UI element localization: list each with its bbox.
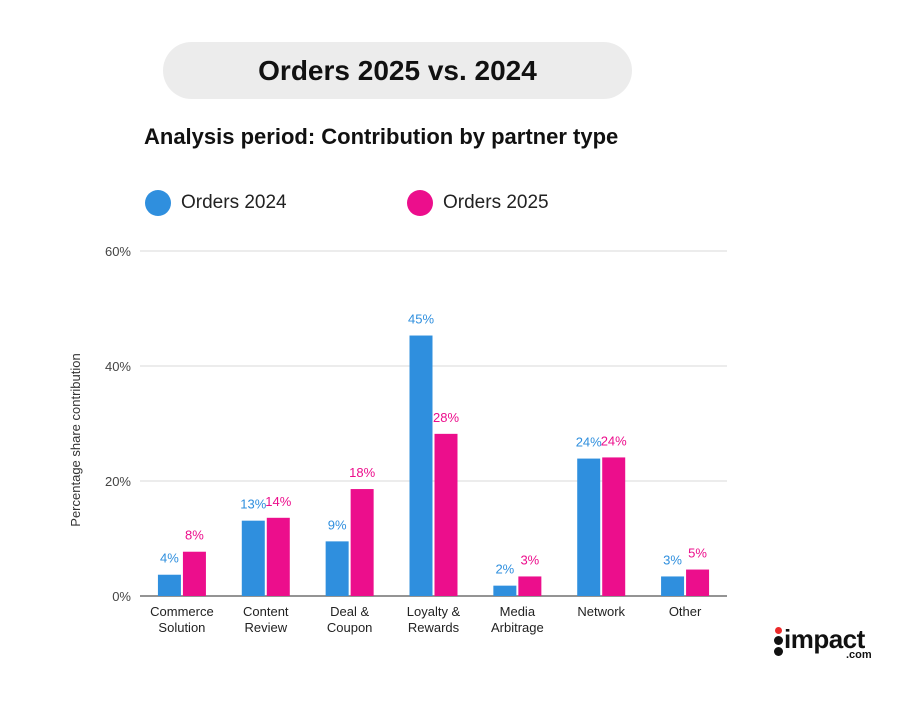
y-tick-label: 20%	[105, 474, 131, 489]
y-tick-label: 40%	[105, 359, 131, 374]
bar-orders-2024	[325, 541, 349, 596]
data-label-orders-2024: 24%	[576, 435, 602, 450]
y-tick-label: 0%	[112, 589, 131, 604]
data-label-orders-2025: 28%	[433, 410, 459, 425]
bar-orders-2025	[350, 489, 374, 596]
legend-item-orders-2025: Orders 2025	[407, 190, 549, 216]
legend-label-orders-2025: Orders 2025	[443, 192, 549, 213]
chart-subtitle: Analysis period: Contribution by partner…	[144, 124, 619, 149]
bar-orders-2024	[241, 520, 265, 596]
x-tick-label: Content	[243, 604, 289, 619]
bar-orders-2024	[493, 585, 517, 596]
data-label-orders-2025: 24%	[601, 433, 627, 448]
legend-swatch-orders-2024	[145, 190, 171, 216]
bar-orders-2025	[182, 551, 206, 596]
data-label-orders-2024: 2%	[495, 562, 514, 577]
data-label-orders-2025: 8%	[185, 528, 204, 543]
x-tick-label: Media	[500, 604, 536, 619]
x-tick-label: Solution	[158, 620, 205, 635]
y-tick-label: 60%	[105, 244, 131, 259]
x-tick-label: Loyalty &	[407, 604, 461, 619]
data-label-orders-2024: 13%	[240, 497, 266, 512]
bar-orders-2024	[409, 335, 433, 596]
x-tick-label: Review	[244, 620, 287, 635]
chart-title: Orders 2025 vs. 2024	[258, 54, 537, 86]
data-label-orders-2025: 14%	[265, 494, 291, 509]
legend-label-orders-2024: Orders 2024	[181, 192, 287, 213]
logo-word: impact	[784, 624, 865, 654]
x-tick-label: Arbitrage	[491, 620, 544, 635]
x-tick-label: Coupon	[327, 620, 373, 635]
chart-title-pill: Orders 2025 vs. 2024	[163, 42, 632, 99]
data-label-orders-2024: 4%	[160, 551, 179, 566]
y-axis-label: Percentage share contribution	[68, 353, 83, 526]
x-tick-label: Network	[577, 604, 625, 619]
x-tick-label: Deal &	[330, 604, 369, 619]
logo-dot-black-icon	[774, 647, 783, 656]
data-label-orders-2024: 45%	[408, 312, 434, 327]
bar-orders-2025	[518, 576, 542, 596]
x-tick-label: Commerce	[150, 604, 214, 619]
data-label-orders-2024: 3%	[663, 552, 682, 567]
bar-orders-2025	[602, 457, 626, 596]
logo-suffix: .com	[846, 649, 872, 661]
legend-item-orders-2024: Orders 2024	[145, 190, 287, 216]
legend-swatch-orders-2025	[407, 190, 433, 216]
x-tick-label: Rewards	[408, 620, 460, 635]
logo-dot-black-icon	[774, 636, 783, 645]
bar-orders-2024	[661, 576, 685, 596]
data-label-orders-2025: 3%	[520, 552, 539, 567]
data-label-orders-2025: 5%	[688, 546, 707, 561]
bar-orders-2025	[686, 569, 710, 596]
bar-orders-2025	[266, 517, 290, 596]
data-label-orders-2025: 18%	[349, 465, 375, 480]
x-tick-label: Other	[669, 604, 702, 619]
bar-orders-2024	[157, 574, 181, 596]
impact-logo: impact .com	[774, 624, 874, 664]
bar-orders-2025	[434, 433, 458, 596]
data-label-orders-2024: 9%	[328, 517, 347, 532]
logo-dot-red-icon	[775, 627, 782, 634]
bar-orders-2024	[577, 458, 601, 596]
